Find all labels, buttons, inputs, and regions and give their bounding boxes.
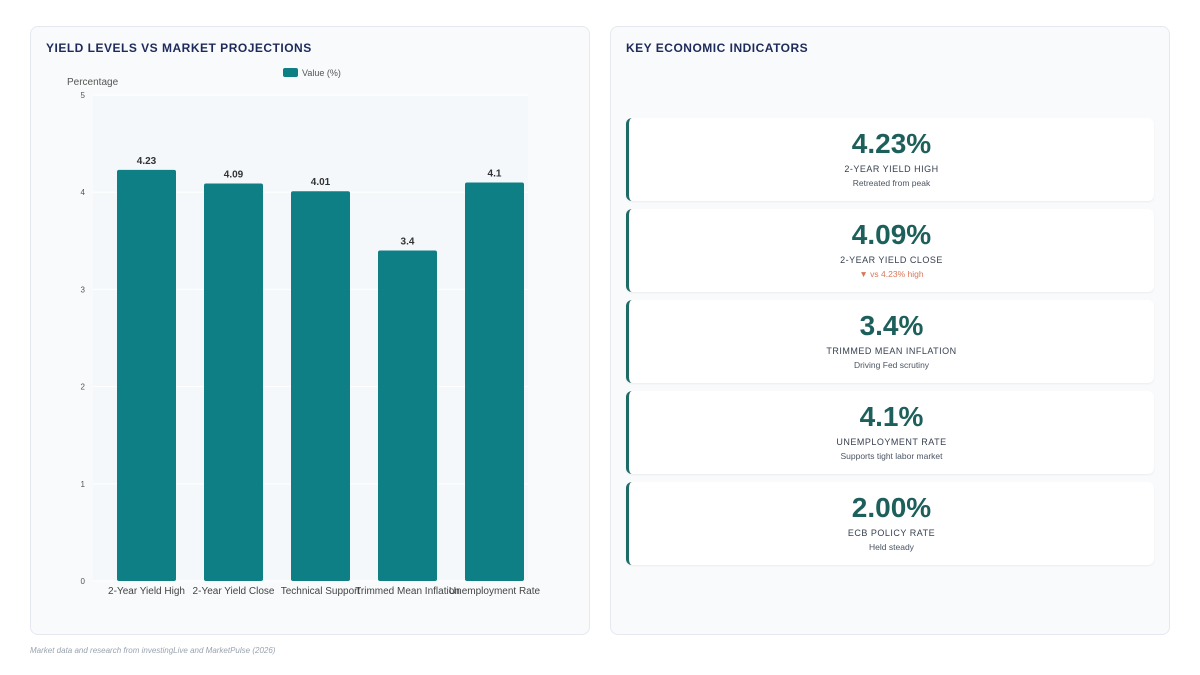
indicator-card-2yr-yield-high: 4.23% 2-YEAR YIELD HIGH Retreated from p… (626, 118, 1154, 201)
y-tick-label: 2 (81, 383, 86, 392)
y-tick-label: 0 (81, 577, 86, 586)
indicator-note: Retreated from peak (852, 178, 931, 188)
y-tick-label: 1 (81, 480, 86, 489)
x-tick-label: 2-Year Yield Close (193, 586, 275, 597)
indicator-label: TRIMMED MEAN INFLATION (826, 346, 957, 356)
indicator-label: 2-YEAR YIELD HIGH (844, 164, 939, 174)
indicator-label: ECB POLICY RATE (847, 528, 936, 538)
indicator-value: 4.23% (851, 128, 932, 159)
chart-panel-title: YIELD LEVELS VS MARKET PROJECTIONS (46, 41, 312, 55)
y-axis-title: Percentage (67, 77, 119, 88)
bar-data-label: 4.01 (311, 177, 331, 188)
indicators-panel-title: KEY ECONOMIC INDICATORS (626, 41, 809, 55)
y-tick-label: 3 (81, 285, 86, 294)
indicator-card-unemployment-rate: 4.1% UNEMPLOYMENT RATE Supports tight la… (626, 391, 1154, 474)
y-tick-label: 4 (81, 188, 86, 197)
bar (204, 183, 263, 581)
indicator-value: 4.09% (851, 219, 932, 250)
source-footnote: Market data and research from investingL… (30, 646, 276, 655)
chart-panel: YIELD LEVELS VS MARKET PROJECTIONS 0 1 2 3 4… (30, 26, 590, 635)
indicator-card-2yr-yield-close: 4.09% 2-YEAR YIELD CLOSE ▼ vs 4.23% high (626, 209, 1154, 292)
bar-data-label: 3.4 (401, 237, 415, 248)
y-tick-label: 5 (81, 91, 86, 100)
indicator-note: Held steady (869, 542, 914, 552)
indicator-note: Supports tight labor market (840, 451, 943, 461)
bar-data-label: 4.23 (137, 156, 157, 167)
x-tick-label: Trimmed Mean Inflation (355, 586, 460, 597)
bar-data-label: 4.1 (488, 168, 502, 179)
indicator-note: Driving Fed scrutiny (853, 360, 930, 370)
indicator-cards: 4.23% 2-YEAR YIELD HIGH Retreated from p… (626, 118, 1154, 573)
legend-swatch (283, 68, 298, 77)
bar (291, 191, 350, 581)
indicator-card-ecb-policy-rate: 2.00% ECB POLICY RATE Held steady (626, 482, 1154, 565)
x-tick-label: Technical Support (281, 586, 361, 597)
indicator-label: 2-YEAR YIELD CLOSE (840, 255, 943, 265)
indicator-note-down: ▼ vs 4.23% high (859, 269, 924, 279)
indicator-value: 4.1% (859, 401, 924, 432)
indicator-value: 2.00% (851, 492, 932, 523)
x-tick-label: 2-Year Yield High (108, 586, 185, 597)
indicators-panel: KEY ECONOMIC INDICATORS 4.23% 2-YEAR YIE… (610, 26, 1170, 635)
bar-chart: 0 1 2 3 4 5 Percentage Value (%) 4.23 2-Year Yiel… (67, 68, 541, 597)
bar-data-label: 4.09 (224, 169, 244, 180)
indicator-card-trimmed-mean-inflation: 3.4% TRIMMED MEAN INFLATION Driving Fed … (626, 300, 1154, 383)
bar (117, 169, 176, 581)
bar (465, 182, 524, 582)
x-tick-label: Unemployment Rate (449, 586, 541, 597)
legend-label: Value (%) (302, 68, 341, 78)
indicator-label: UNEMPLOYMENT RATE (836, 437, 947, 447)
bar (378, 250, 437, 581)
indicator-value: 3.4% (859, 310, 924, 341)
